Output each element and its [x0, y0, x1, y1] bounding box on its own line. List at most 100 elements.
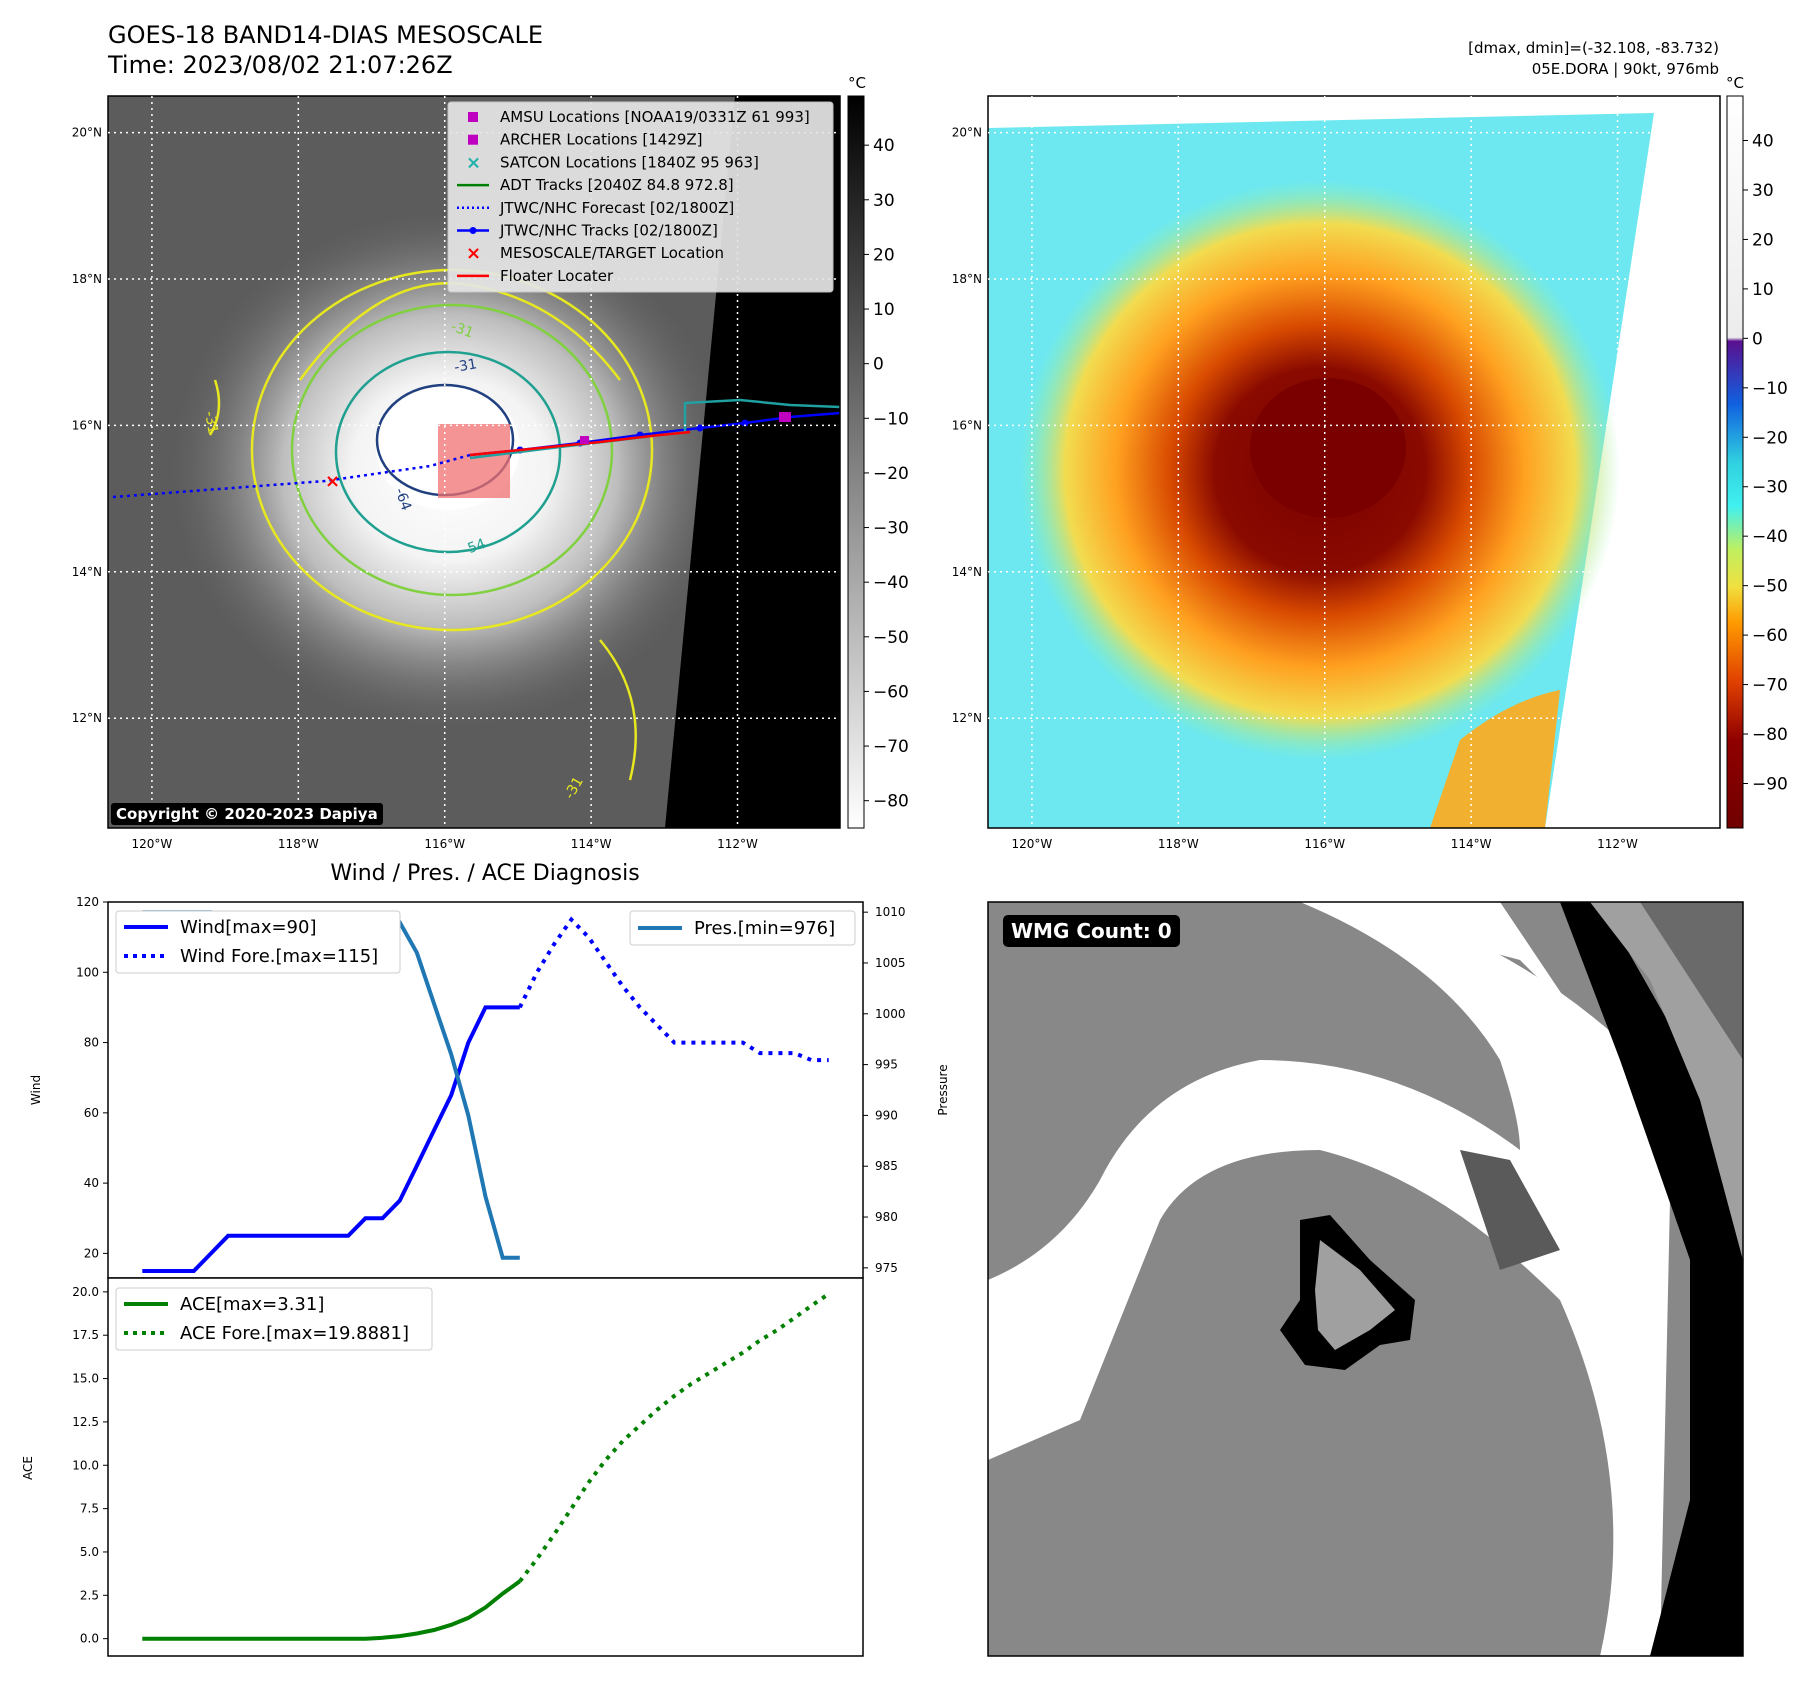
y-tick-label: 0.0 [80, 1632, 99, 1646]
legend-label: MESOSCALE/TARGET Location [500, 244, 724, 262]
diagnosis-title: Wind / Pres. / ACE Diagnosis [330, 861, 639, 886]
copyright-badge: Copyright © 2020-2023 Dapiya [111, 803, 383, 825]
lon-label: 120°W [132, 837, 173, 851]
colorbar-tick-label: −70 [873, 737, 909, 757]
legend-label: Floater Locater [500, 267, 614, 285]
track-point [741, 419, 749, 427]
colorbar-tick-label: 20 [1752, 230, 1774, 250]
lat-label: 14°N [952, 565, 982, 579]
lat-label: 14°N [72, 565, 102, 579]
track-point [696, 424, 704, 432]
y-tick-label: 20 [84, 1246, 99, 1260]
y-tick-label: 20.0 [72, 1285, 99, 1299]
ace-legend: ACE[max=3.31] ACE Fore.[max=19.8881] [115, 1287, 433, 1351]
colorbar-tick-label: −70 [1752, 676, 1788, 696]
colorbar-tick-label: 0 [873, 355, 884, 375]
colorbar-tick-label: −30 [873, 519, 909, 539]
ace-legend-box [115, 1287, 433, 1351]
color-map-gridlines [988, 96, 1720, 828]
lon-label: 116°W [424, 837, 465, 851]
y-tick-label: 980 [875, 1210, 898, 1224]
legend-item: ADT Tracks [2040Z 84.8 972.8] [457, 176, 734, 194]
lat-label: 12°N [72, 711, 102, 725]
gray-colorbar: °C 40 30 20 10 0 −10 −20 −30 −40 −50 −60 −70 −80 [847, 74, 909, 829]
wmg-dark-patch [1460, 1150, 1560, 1270]
south-band-color [1430, 690, 1560, 828]
colorbar-tick-label: −10 [1752, 379, 1788, 399]
y-tick-label: 1005 [875, 956, 906, 970]
legend-box [447, 101, 834, 293]
contour-label: -31 [201, 410, 221, 435]
amsu-marker [779, 412, 791, 422]
y-tick-label: 1010 [875, 905, 906, 919]
colorbar-tick-label: −60 [873, 682, 909, 702]
color-map-lon-labels: 120°W 118°W 116°W 114°W 112°W [1012, 837, 1639, 851]
y-tick-label: 15.0 [72, 1372, 99, 1386]
y-tick-label: 2.5 [80, 1588, 99, 1602]
wind-legend: Wind[max=90] Wind Fore.[max=115] [115, 910, 401, 974]
pressure-axis-label: Pressure [936, 1064, 950, 1115]
y-tick-label: 995 [875, 1058, 898, 1072]
y-tick-label: 80 [84, 1036, 99, 1050]
legend-item: JTWC/NHC Tracks [02/1800Z] [457, 222, 718, 240]
wmg-count-badge: WMG Count: 0 [1003, 915, 1180, 947]
legend-item: ARCHER Locations [1429Z] [468, 131, 703, 149]
colorbar-tick-label: −50 [1752, 577, 1788, 597]
pressure-legend: Pres.[min=976] [629, 910, 856, 946]
colorbar-tick-label: −40 [873, 573, 909, 593]
target-x-marker: × [325, 471, 340, 492]
legend-label: AMSU Locations [NOAA19/0331Z 61 993] [500, 108, 810, 126]
colorbar-tick-label: 10 [873, 300, 895, 320]
colorbar-tick-label: −30 [1752, 478, 1788, 498]
colorbar-tick-label: −80 [873, 792, 909, 812]
series-line [142, 1579, 521, 1641]
y-tick-label: 1000 [875, 1007, 906, 1021]
colorbar-tick-label: −10 [873, 409, 909, 429]
colorbar-tick-label: 30 [873, 191, 895, 211]
lon-label: 112°W [1597, 837, 1638, 851]
colorbar-tick-label: −80 [1752, 725, 1788, 745]
colorbar-tick-label: 30 [1752, 181, 1774, 201]
color-map-panel [988, 96, 1720, 828]
lon-label: 112°W [717, 837, 758, 851]
pressure-legend-label: Pres.[min=976] [694, 918, 835, 939]
contour-label: -31 [453, 356, 478, 376]
wmg-frame [987, 901, 1744, 1657]
colorbar-tick-label: 40 [1752, 132, 1774, 152]
y-tick-label: 40 [84, 1176, 99, 1190]
colorbar-tick-label: 10 [1752, 280, 1774, 300]
lat-label: 16°N [72, 418, 102, 432]
lat-label: 20°N [72, 126, 102, 140]
y-tick-label: 10.0 [72, 1458, 99, 1472]
lon-label: 118°W [1158, 837, 1199, 851]
y-tick-label: 975 [875, 1261, 898, 1275]
ir-map-panel: -31 -31 -31 -64 -54 -31 × [108, 96, 840, 828]
colorbar-tick-label: −40 [1752, 527, 1788, 547]
floater-locater [469, 430, 691, 457]
legend-x-symbol: × [466, 152, 481, 173]
legend-x-symbol: × [466, 243, 481, 264]
y-tick-label: 100 [76, 965, 99, 979]
colorbar-tick-label: −20 [873, 464, 909, 484]
wind-legend-box [115, 910, 401, 974]
lon-label: 114°W [571, 837, 612, 851]
lon-label: 118°W [278, 837, 319, 851]
wind-axis-label: Wind [29, 1075, 43, 1105]
color-map-lat-labels: 20°N 18°N 16°N 14°N 12°N [952, 126, 982, 726]
colorbar-tick-label: 0 [1752, 329, 1763, 349]
lat-label: 18°N [72, 272, 102, 286]
legend-item: × SATCON Locations [1840Z 95 963] [466, 152, 759, 173]
y-tick-label: 17.5 [72, 1328, 99, 1342]
colorbar-tick-label: 40 [873, 136, 895, 156]
contour-label: -31 [449, 319, 476, 342]
ir-map-lat-labels: 20°N 18°N 16°N 14°N 12°N [72, 126, 102, 726]
storm-name-intensity: 05E.DORA | 90kt, 976mb [1531, 60, 1719, 78]
title-line-1: GOES-18 BAND14-DIAS MESOSCALE [108, 21, 544, 49]
contour-label: -64 [391, 486, 414, 513]
y-tick-label: 120 [76, 895, 99, 909]
color-map-frame [987, 95, 1721, 829]
ir-map-frame [107, 95, 841, 829]
legend-label: JTWC/NHC Forecast [02/1800Z] [499, 199, 734, 217]
lon-label: 116°W [1304, 837, 1345, 851]
